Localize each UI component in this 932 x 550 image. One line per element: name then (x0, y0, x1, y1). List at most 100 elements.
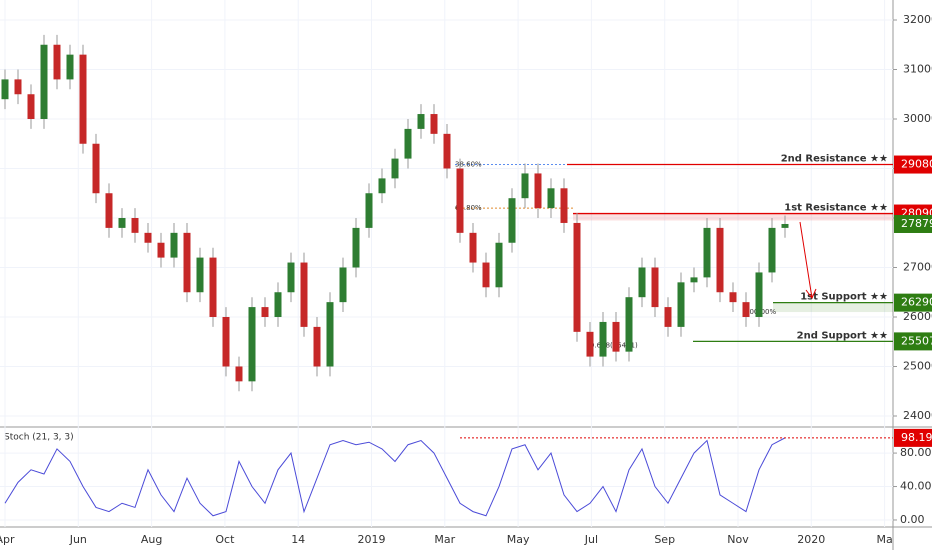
candle-body (170, 232, 178, 258)
candle-body (534, 173, 542, 209)
candle-body (235, 366, 243, 382)
candle-body (313, 326, 321, 367)
candle-body (326, 302, 334, 367)
candle-body (66, 54, 74, 80)
y-tick-label: 26000 (903, 310, 932, 323)
candle-body (222, 316, 230, 367)
x-tick-label: Sep (654, 533, 675, 546)
y-tick-label: 24000 (903, 409, 932, 422)
candle-body (586, 331, 594, 357)
candle-body (1, 79, 9, 100)
projection-arrow (799, 221, 817, 299)
candle-body (274, 292, 282, 317)
level-price: 29080 (901, 158, 932, 171)
candle-body (14, 79, 22, 95)
candle-body (92, 143, 100, 194)
y-tick-label: 25000 (903, 359, 932, 372)
candle-body (638, 267, 646, 298)
stoch-title: Stoch (21, 3, 3) (4, 433, 74, 443)
level-price-box (894, 155, 932, 174)
x-tick-label: Ma (876, 533, 892, 546)
candle-body (495, 242, 503, 288)
stoch-last-box (894, 428, 932, 447)
candle-body (443, 133, 451, 169)
candle-body (183, 232, 191, 293)
candle-body (53, 44, 61, 80)
y-tick-label: 40.00 (900, 480, 932, 493)
candle-body (287, 262, 295, 293)
x-tick-label: May (507, 533, 530, 546)
candle-body (404, 128, 412, 159)
level-name: 2nd Support ★★ (797, 330, 888, 341)
candle-body (651, 267, 659, 308)
level-name: 1st Support ★★ (800, 292, 888, 303)
candle-body (781, 223, 789, 228)
candle-body (131, 217, 139, 233)
candle-body (677, 282, 685, 327)
candle-body (157, 242, 165, 258)
candle-body (755, 272, 763, 317)
candle-body (40, 44, 48, 119)
x-tick-label: Jul (584, 533, 598, 546)
candle-body (248, 307, 256, 382)
y-tick-label: 31000 (903, 62, 932, 75)
level-price: 26290 (901, 296, 932, 309)
candle-body (261, 307, 269, 317)
candle-body (79, 54, 87, 144)
x-tick-label: 2020 (797, 533, 825, 546)
level-price-box (894, 293, 932, 312)
candle-body (664, 307, 672, 327)
candle-body (521, 173, 529, 199)
fib-label: 61.80% (455, 204, 482, 212)
candle-body (430, 114, 438, 134)
candle-body (729, 292, 737, 303)
candle-body (339, 267, 347, 303)
candle-body (469, 232, 477, 263)
candle-body (547, 188, 555, 209)
x-tick-label: Jun (69, 533, 87, 546)
stoch-line (4, 437, 786, 517)
level-price: 25507 (901, 334, 932, 347)
candle-body (144, 232, 152, 243)
candle-body (768, 227, 776, 273)
candle-body (612, 321, 620, 352)
candle-body (105, 193, 113, 228)
last-price-box (894, 214, 932, 233)
candle-body (703, 227, 711, 278)
y-tick-label: 27000 (903, 260, 932, 273)
candle-body (482, 262, 490, 288)
candle-body (508, 198, 516, 243)
level-name: 2nd Resistance ★★ (781, 154, 888, 165)
candle-body (365, 193, 373, 228)
candle-body (417, 114, 425, 129)
candle-body (196, 257, 204, 293)
y-tick-label: 0.00 (900, 513, 925, 526)
candle-body (300, 262, 308, 327)
candle-body (391, 158, 399, 179)
candle-body (27, 94, 35, 119)
candle-body (690, 277, 698, 283)
x-tick-label: 14 (291, 533, 305, 546)
candle-body (118, 217, 126, 228)
y-tick-label: 80.00 (900, 446, 932, 459)
x-tick-label: Oct (215, 533, 235, 546)
x-tick-label: Aug (141, 533, 162, 546)
candle-body (625, 297, 633, 352)
level-zone (773, 302, 893, 313)
candle-body (352, 227, 360, 268)
level-name: 1st Resistance ★★ (784, 203, 888, 214)
x-tick-label: Nov (727, 533, 749, 546)
candle-body (742, 302, 750, 317)
candle-body (716, 227, 724, 293)
candle-body (560, 188, 568, 223)
stoch-last: 98.19 (901, 431, 932, 444)
candle-body (378, 178, 386, 194)
x-tick-label: Apr (0, 533, 15, 546)
candle-body (209, 257, 217, 317)
candle-body (599, 321, 607, 357)
fib-label: 38.60% (455, 161, 482, 169)
